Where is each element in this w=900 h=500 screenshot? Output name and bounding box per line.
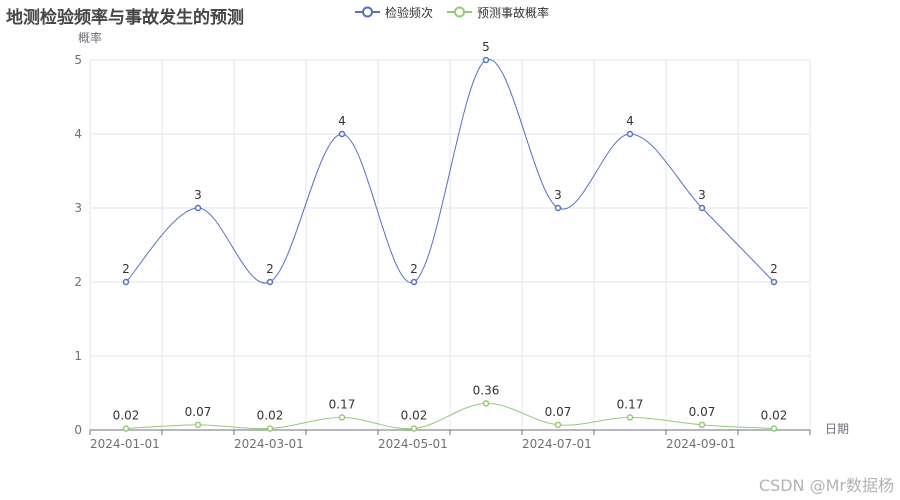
legend-item-inspection-frequency[interactable]: 检验频次 <box>355 4 433 21</box>
y-tick-label-5: 5 <box>74 53 82 67</box>
legend-item-accident-probability[interactable]: 预测事故概率 <box>447 4 549 21</box>
series-1-label-0: 0.02 <box>113 409 140 423</box>
y-axis-name: 概率 <box>78 30 102 45</box>
series-0-point-1 <box>194 204 202 212</box>
y-tick-label-0: 0 <box>74 423 82 437</box>
series-1-point-4 <box>410 425 418 432</box>
series-1-label-6: 0.07 <box>545 405 572 419</box>
x-tick-label-3: 2024-07-01 <box>522 437 592 451</box>
x-tick-label-1: 2024-03-01 <box>234 437 304 451</box>
series-0-label-0: 2 <box>122 262 130 276</box>
series-0-label-6: 3 <box>554 188 562 202</box>
series-1-label-1: 0.07 <box>185 405 212 419</box>
series-1-label-2: 0.02 <box>257 409 284 423</box>
series-1-point-0 <box>122 425 130 432</box>
series-0-label-4: 2 <box>410 262 418 276</box>
series-1-point-3 <box>338 414 346 421</box>
x-tick-label-0: 2024-01-01 <box>90 437 160 451</box>
series-0-label-2: 2 <box>266 262 274 276</box>
y-tick-label-3: 3 <box>74 201 82 215</box>
chart-title: 地测检验频率与事故发生的预测 <box>6 8 244 28</box>
series-0-label-3: 4 <box>338 114 346 128</box>
series-1-point-7 <box>626 414 634 421</box>
series-0-point-3 <box>338 130 346 138</box>
watermark: CSDN @Mr数据杨 <box>758 476 894 495</box>
series-0-label-1: 3 <box>194 188 202 202</box>
series-1-point-1 <box>194 421 202 429</box>
series-1-label-3: 0.17 <box>329 397 356 411</box>
series-1-point-5 <box>482 400 490 407</box>
series-0-label-9: 2 <box>770 262 778 276</box>
legend-label-inspection-frequency: 检验频次 <box>385 5 434 20</box>
series-1-point-9 <box>770 425 778 432</box>
y-tick-label-4: 4 <box>74 127 82 141</box>
series-0-point-4 <box>410 278 418 286</box>
legend-label-accident-probability: 预测事故概率 <box>477 5 550 20</box>
series-0-point-2 <box>266 278 274 286</box>
series-line-0 <box>125 59 775 284</box>
series-0-point-5 <box>482 56 490 64</box>
legend-symbol-accident-probability <box>447 6 473 18</box>
series-1-point-6 <box>554 421 562 429</box>
series-0-point-8 <box>698 204 706 212</box>
x-tick-label-2: 2024-05-01 <box>378 437 448 451</box>
series-0-point-0 <box>122 278 130 286</box>
series-1-label-8: 0.07 <box>689 405 716 419</box>
series-0-label-5: 5 <box>482 40 490 54</box>
legend: 检验频次 预测事故概率 <box>355 4 549 20</box>
x-tick-label-4: 2024-09-01 <box>666 437 736 451</box>
series-1-point-8 <box>698 421 706 429</box>
series-1-label-7: 0.17 <box>617 397 644 411</box>
series-0-label-8: 3 <box>698 188 706 202</box>
series-1-label-5: 0.36 <box>473 383 500 397</box>
series-1-label-4: 0.02 <box>401 409 428 423</box>
y-tick-label-1: 1 <box>74 349 82 363</box>
series-line-1 <box>125 402 775 430</box>
legend-symbol-inspection-frequency <box>355 6 380 18</box>
series-0-point-6 <box>554 204 562 212</box>
series-0-label-7: 4 <box>626 114 634 128</box>
x-axis-name: 日期 <box>825 422 849 436</box>
series-0-point-9 <box>770 278 778 286</box>
series-1-point-2 <box>266 425 274 432</box>
series-0-point-7 <box>626 130 634 138</box>
y-tick-label-2: 2 <box>74 275 82 289</box>
series-1-label-9: 0.02 <box>761 409 788 423</box>
